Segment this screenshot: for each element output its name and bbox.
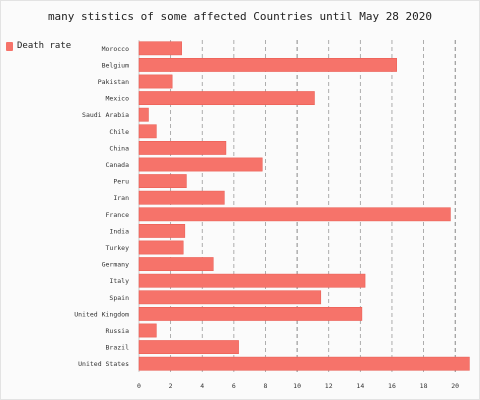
x-tick-label: 4: [200, 382, 204, 390]
x-tick-label: 14: [356, 382, 364, 390]
bar: [138, 290, 322, 305]
x-tick-label: 10: [293, 382, 301, 390]
bar: [138, 323, 157, 338]
y-tick-label: China: [109, 144, 129, 152]
bar: [138, 157, 263, 172]
bar: [138, 91, 315, 105]
bar: [138, 74, 173, 89]
y-tick-label: India: [109, 227, 129, 235]
y-tick-label: Brazil: [106, 344, 130, 352]
bar: [138, 224, 186, 238]
y-tick-label: Russia: [106, 327, 130, 335]
x-tick-label: 0: [137, 382, 141, 390]
y-tick-label: Iran: [113, 194, 129, 202]
y-tick-label: France: [106, 211, 130, 219]
y-tick-label: Mexico: [106, 95, 130, 103]
bar: [138, 141, 227, 155]
bar: [138, 58, 397, 72]
bar: [138, 356, 470, 371]
y-tick-label: Italy: [109, 277, 129, 285]
y-tick-label: Spain: [109, 294, 129, 302]
y-tick-label: Morocco: [102, 45, 129, 53]
legend-swatch: [6, 41, 13, 51]
bar: [138, 207, 451, 222]
y-tick-label: Canada: [106, 161, 130, 169]
x-tick-label: 2: [169, 382, 173, 390]
bar: [138, 174, 187, 188]
x-tick-label: 8: [264, 382, 268, 390]
x-tick-label: 18: [420, 382, 428, 390]
x-tick-label: 6: [232, 382, 236, 390]
y-tick-label: Belgium: [102, 61, 129, 69]
y-tick-label: United States: [78, 360, 129, 368]
y-tick-label: Peru: [113, 178, 129, 186]
bar: [138, 340, 239, 354]
legend[interactable]: Death rate: [6, 41, 71, 51]
y-tick-label: Pakistan: [98, 78, 129, 86]
bar: [138, 257, 214, 271]
bar: [138, 273, 366, 288]
legend-label: Death rate: [17, 41, 72, 51]
bar: [138, 240, 184, 255]
y-tick-label: Chile: [109, 128, 129, 136]
x-tick-label: 12: [325, 382, 333, 390]
y-tick-label: Turkey: [106, 244, 130, 252]
bar: [138, 190, 225, 205]
bar: [138, 307, 363, 321]
bar: [138, 107, 149, 122]
chart-title: many stistics of some affected Countries…: [47, 10, 433, 23]
bar: [138, 41, 182, 56]
y-tick-label: Germany: [102, 261, 129, 269]
bar: [138, 124, 157, 139]
y-tick-label: Saudi Arabia: [82, 111, 129, 119]
y-tick-label: United Kingdom: [74, 310, 129, 318]
x-tick-label: 20: [451, 382, 459, 390]
x-tick-label: 16: [388, 382, 396, 390]
